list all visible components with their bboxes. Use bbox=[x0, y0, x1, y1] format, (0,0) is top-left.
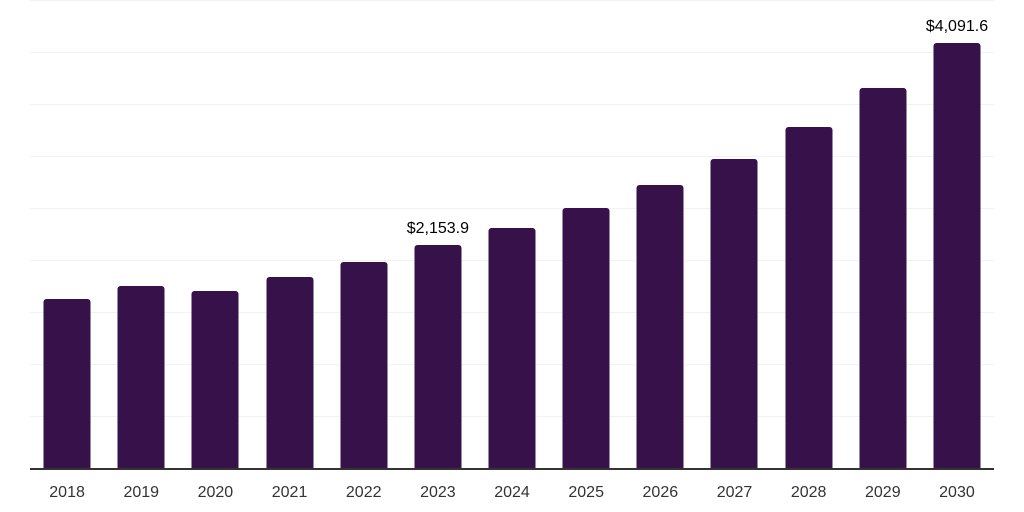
gridline bbox=[30, 52, 994, 53]
x-tick-2022: 2022 bbox=[345, 484, 382, 501]
x-tick-2029: 2029 bbox=[865, 484, 901, 501]
data-label-2030: $4,091.6 bbox=[925, 18, 989, 36]
bar-slot-2029 bbox=[846, 1, 920, 469]
x-tick-2028: 2028 bbox=[790, 484, 827, 501]
bar-slot-2021 bbox=[252, 1, 326, 469]
bar-slot-2026 bbox=[623, 1, 697, 469]
bar-slot-2022 bbox=[327, 1, 401, 469]
bar-2030 bbox=[933, 43, 981, 469]
bar-2026 bbox=[636, 184, 684, 469]
bar-slot-2025 bbox=[549, 1, 623, 469]
x-tick-2027: 2027 bbox=[716, 484, 753, 501]
gridline bbox=[30, 156, 994, 158]
bars-row: $2,153.9 $4,091.6 bbox=[30, 1, 994, 469]
plot-area: $2,153.9 $4,091.6 bbox=[30, 0, 994, 470]
bar-2024 bbox=[488, 228, 536, 469]
x-tick-2024: 2024 bbox=[494, 484, 530, 501]
x-tick-2025: 2025 bbox=[568, 484, 604, 501]
x-tick-2018: 2018 bbox=[49, 484, 85, 501]
bar-slot-2019 bbox=[104, 1, 178, 469]
gridline bbox=[30, 0, 994, 1]
x-axis-labels: 2018 2019 2020 2021 2022 2023 2024 2025 2026 2027… bbox=[30, 483, 994, 502]
bar-slot-2027 bbox=[697, 1, 771, 469]
x-tick-2023: 2023 bbox=[420, 484, 456, 501]
bar-2019 bbox=[117, 286, 165, 469]
bar-2022 bbox=[340, 262, 388, 469]
gridline bbox=[30, 104, 994, 105]
data-label-2023: $2,153.9 bbox=[406, 220, 469, 237]
bar-slot-2028 bbox=[772, 1, 846, 469]
bar-2029 bbox=[859, 88, 907, 469]
bar-2021 bbox=[266, 277, 314, 469]
bar-slot-2024 bbox=[475, 1, 549, 469]
x-tick-2019: 2019 bbox=[123, 484, 160, 501]
x-axis-line bbox=[30, 468, 994, 470]
bar-slot-2020 bbox=[178, 1, 252, 469]
bar-slot-2023: $2,153.9 bbox=[401, 1, 475, 469]
bar-2025 bbox=[562, 208, 610, 469]
bar-2028 bbox=[785, 127, 833, 469]
bar-slot-2030: $4,091.6 bbox=[920, 1, 994, 469]
bar-2020 bbox=[191, 291, 239, 469]
bar-2018 bbox=[43, 299, 91, 469]
x-tick-2030: 2030 bbox=[939, 484, 975, 501]
x-tick-2020: 2020 bbox=[197, 484, 234, 501]
bar-2023 bbox=[414, 245, 462, 469]
bar-2027 bbox=[710, 158, 758, 469]
x-tick-2026: 2026 bbox=[642, 484, 679, 501]
gridline bbox=[30, 208, 994, 209]
x-tick-2021: 2021 bbox=[271, 484, 308, 501]
bar-slot-2018 bbox=[30, 1, 104, 469]
